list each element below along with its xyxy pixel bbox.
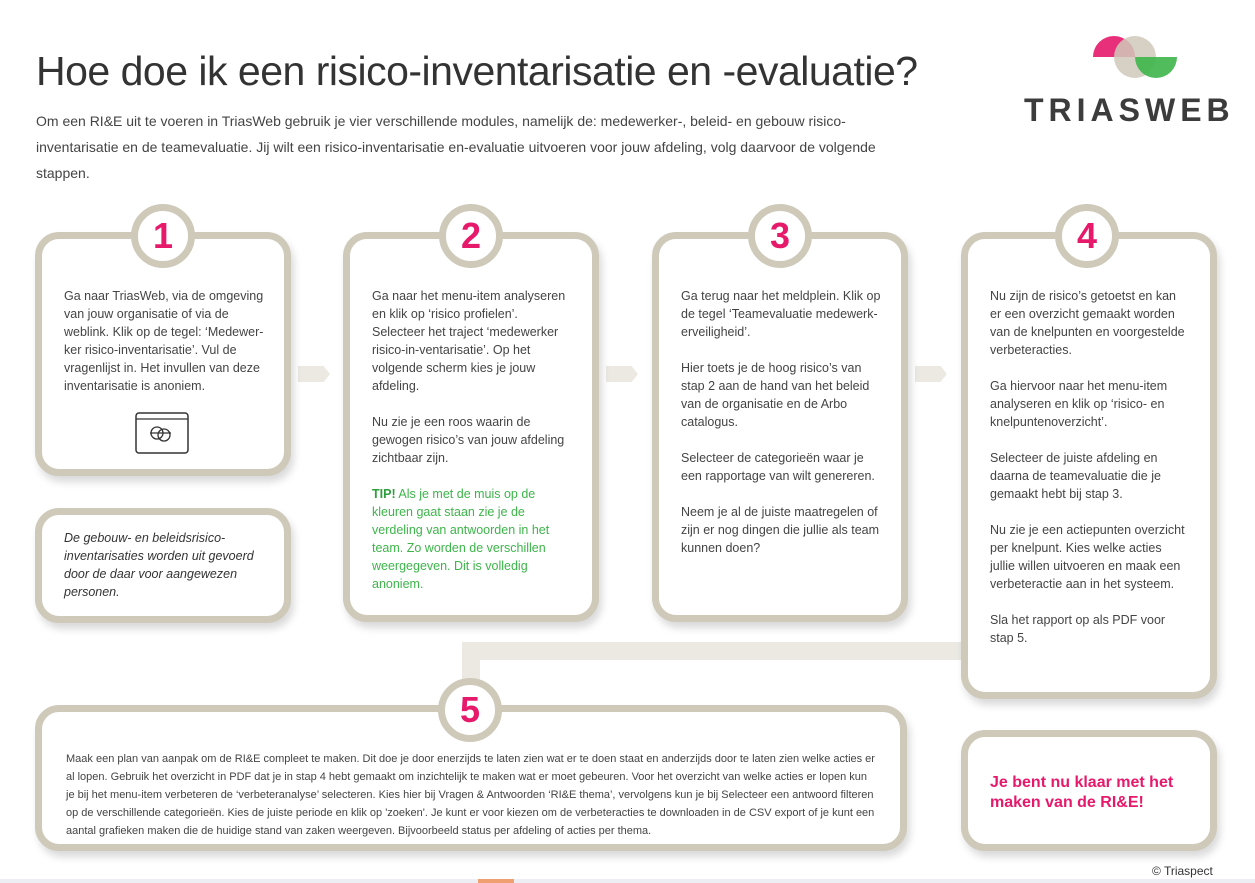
connector-4-5-down [462, 642, 480, 682]
final-card: Je bent nu klaar met het maken van de RI… [961, 730, 1217, 851]
step-4-card: Nu zijn de risico’s getoetst en kan er e… [961, 232, 1217, 699]
step-4-text-2: Ga hiervoor naar het menu-item analysere… [990, 379, 1168, 429]
arrow-step-3-4 [915, 366, 947, 382]
intro-text: Om een RI&E uit te voeren in TriasWeb ge… [36, 113, 876, 181]
page-title: Hoe doe ik een risico-inventarisatie en … [36, 48, 918, 94]
step-5-number: 5 [438, 678, 502, 742]
step-4-text-3: Selecteer de juiste afdeling en daarna d… [990, 451, 1161, 501]
step-3-number: 3 [748, 204, 812, 268]
copyright: © Triaspect [1152, 864, 1213, 878]
triasweb-logo-icon [1093, 36, 1177, 78]
step-3-text-2: Hier toets je de hoog risico’s van stap … [681, 361, 870, 429]
step-3-text-1: Ga terug naar het meldplein. Klik op de … [681, 289, 881, 339]
note-card: De gebouw- en beleidsrisico-inventarisat… [35, 508, 291, 623]
arrow-step-2-3 [606, 366, 638, 382]
footer-bar [0, 879, 1255, 883]
step-2-text-2: Nu zie je een roos waarin de gewogen ris… [372, 415, 565, 465]
step-2-tip: TIP! Als je met de muis op de kleuren ga… [372, 485, 572, 593]
step-1-card: Ga naar TriasWeb, via de omgeving van jo… [35, 232, 291, 476]
browser-window-icon [135, 412, 189, 454]
step-4-text-1: Nu zijn de risico’s getoetst en kan er e… [990, 289, 1185, 357]
step-1-number: 1 [131, 204, 195, 268]
logo-text: TRIASWEB [1024, 92, 1235, 128]
step-1-text: Ga naar TriasWeb, via de omgeving van jo… [64, 289, 264, 393]
arrow-step-1-2 [298, 366, 330, 382]
step-3-text-3: Selecteer de categorieën waar je een rap… [681, 451, 875, 483]
tip-label: TIP! [372, 487, 396, 501]
step-4-text-4: Nu zie je een actiepunten overzicht per … [990, 523, 1185, 591]
step-2-text-1: Ga naar het menu-item analyseren en klik… [372, 289, 566, 393]
step-4-text-5: Sla het rapport op als PDF voor stap 5. [990, 613, 1166, 645]
step-4-number: 4 [1055, 204, 1119, 268]
step-3-card: Ga terug naar het meldplein. Klik op de … [652, 232, 908, 622]
step-2-card: Ga naar het menu-item analyseren en klik… [343, 232, 599, 622]
step-5-text: Maak een plan van aanpak om de RI&E comp… [66, 753, 875, 837]
step-2-number: 2 [439, 204, 503, 268]
connector-4-5 [462, 642, 964, 660]
note-text: De gebouw- en beleidsrisico-inventarisat… [64, 531, 254, 599]
tip-text: Als je met de muis op de kleuren gaat st… [372, 487, 550, 591]
step-3-text-4: Neem je al de juiste maatregelen of zijn… [681, 505, 880, 555]
final-message: Je bent nu klaar met het maken van de RI… [990, 774, 1174, 811]
